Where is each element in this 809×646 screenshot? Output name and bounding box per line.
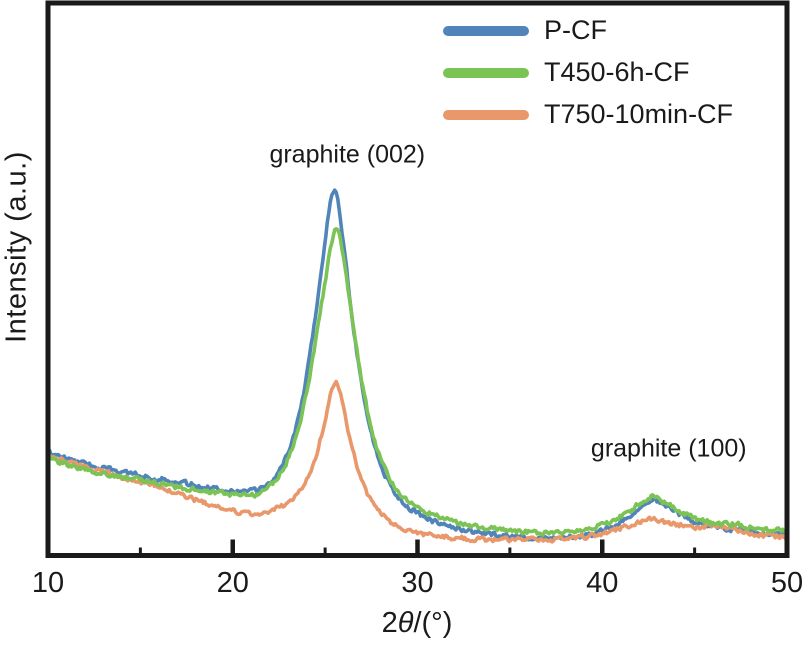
legend: P-CF T450-6h-CF T750-10min-CF [443, 16, 733, 129]
x-axis-label-theta: θ [397, 607, 414, 639]
x-axis-ticks [138, 539, 697, 556]
legend-item-t750-10min-cf: T750-10min-CF [443, 100, 733, 129]
legend-swatch-p-cf [443, 25, 529, 36]
legend-swatch-t750-10min-cf [443, 109, 529, 120]
legend-label-t450-6h-cf: T450-6h-CF [544, 57, 690, 87]
x-tick-label-50: 50 [770, 567, 804, 599]
x-tick-label-20: 20 [216, 567, 249, 599]
legend-label-p-cf: P-CF [544, 15, 607, 45]
x-tick-label-10: 10 [31, 567, 65, 599]
x-tick-label-40: 40 [586, 567, 619, 599]
x-axis-label-prefix: 2 [381, 607, 398, 639]
series-line-T750-10min-CF [46, 379, 789, 544]
series-curves [46, 188, 789, 544]
y-axis-label: Intensity (a.u.) [0, 151, 33, 343]
legend-label-t750-10min-cf: T750-10min-CF [544, 99, 734, 129]
annotation-graphite-100: graphite (100) [590, 434, 747, 463]
annotation-graphite-002: graphite (002) [269, 140, 426, 169]
legend-swatch-t450-6h-cf [443, 67, 529, 78]
x-tick-label-30: 30 [401, 567, 434, 599]
x-axis-label: 2θ/(°) [382, 607, 453, 640]
series-line-T450-6h-CF [46, 227, 789, 537]
x-axis-label-suffix: /(°) [413, 607, 453, 639]
legend-item-t450-6h-cf: T450-6h-CF [443, 58, 733, 87]
legend-item-p-cf: P-CF [443, 16, 733, 45]
